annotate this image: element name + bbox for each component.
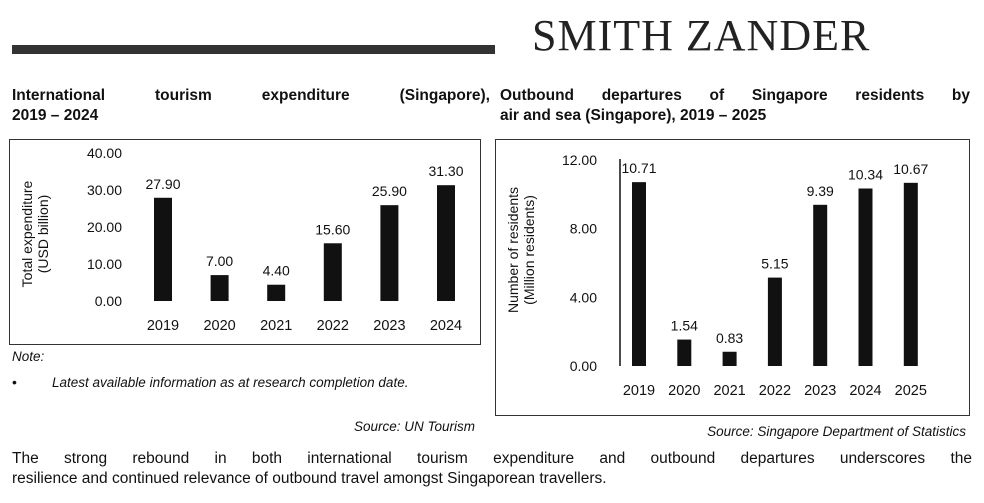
right-value-label-2025: 10.67 [893, 161, 928, 177]
right-ylabel-line2: (Million residents) [521, 195, 537, 305]
left-value-label-2024: 31.30 [428, 163, 463, 179]
left-value-label-2021: 4.40 [263, 263, 290, 279]
left-chart-source: Source: UN Tourism [353, 419, 475, 434]
right-ytick-label: 8.00 [570, 221, 597, 237]
left-ylabel-line1: Total expenditure [19, 180, 35, 287]
right-chart-source: Source: Singapore Department of Statisti… [707, 424, 966, 439]
left-chart-title-line2: 2019 – 2024 [12, 107, 99, 124]
left-value-label-2023: 25.90 [372, 183, 407, 199]
right-bar-2020 [677, 339, 692, 366]
left-category-label-2020: 2020 [203, 318, 235, 334]
right-value-label-2020: 1.54 [671, 318, 698, 334]
summary-line1: The strong rebound in both international… [12, 450, 972, 467]
right-category-label-2020: 2020 [668, 383, 700, 399]
right-value-label-2022: 5.15 [761, 256, 788, 272]
right-ytick-label: 0.00 [570, 358, 597, 374]
left-category-label-2021: 2021 [260, 318, 292, 334]
header-rule [12, 45, 495, 54]
right-ytick-label: 12.00 [562, 152, 597, 168]
expenditure-bar-chart: Total expenditure (USD billion) 0.00 10.0… [19, 145, 464, 334]
right-value-label-2023: 9.39 [807, 183, 834, 199]
left-ytick-label: 20.00 [87, 219, 122, 235]
right-bar-2021 [722, 351, 737, 366]
left-ylabel-line2: (USD billion) [35, 195, 51, 274]
right-bar-2022 [767, 277, 782, 366]
note-bullet: • [12, 374, 17, 390]
left-bar-2023 [380, 205, 399, 301]
right-category-label-2022: 2022 [759, 383, 791, 399]
note-heading: Note: [12, 349, 45, 364]
right-value-label-2024: 10.34 [848, 166, 883, 182]
left-bar-2020 [210, 275, 229, 301]
left-ytick-label: 40.00 [87, 145, 122, 161]
right-category-label-2025: 2025 [895, 383, 927, 399]
note-bullet-text: Latest available information as at resea… [52, 375, 409, 390]
brand-logo-text: SMITH ZANDER [532, 11, 871, 60]
right-ylabel-line1: Number of residents [505, 187, 521, 313]
left-category-label-2023: 2023 [373, 318, 405, 334]
left-chart-title-line1: International tourism expenditure (Singa… [12, 87, 490, 104]
left-value-label-2020: 7.00 [206, 253, 233, 269]
right-bar-2023 [813, 204, 828, 366]
right-chart-title: Outbound departures of Singapore residen… [500, 86, 970, 126]
departures-bar-chart: Number of residents (Million residents) … [505, 152, 929, 399]
left-value-label-2022: 15.60 [315, 221, 350, 237]
right-category-label-2019: 2019 [623, 383, 655, 399]
left-category-label-2022: 2022 [317, 318, 349, 334]
left-bar-2019 [154, 197, 172, 301]
right-bar-2024 [858, 188, 873, 366]
right-category-label-2024: 2024 [849, 383, 881, 399]
left-bar-2024 [437, 185, 455, 301]
right-value-label-2019: 10.71 [621, 160, 656, 176]
right-ytick-label: 4.00 [570, 289, 597, 305]
summary-paragraph: The strong rebound in both international… [12, 449, 972, 489]
left-bar-2022 [323, 243, 342, 301]
right-chart-title-line2: air and sea (Singapore), 2019 – 2025 [500, 107, 767, 124]
left-category-label-2019: 2019 [147, 318, 179, 334]
left-ytick-label: 0.00 [95, 293, 122, 309]
left-value-label-2019: 27.90 [145, 176, 180, 192]
right-chart-title-line1: Outbound departures of Singapore residen… [500, 87, 970, 104]
right-value-label-2021: 0.83 [716, 330, 743, 346]
left-ytick-label: 10.00 [87, 256, 122, 272]
right-category-label-2023: 2023 [804, 383, 836, 399]
left-bar-2021 [267, 284, 286, 301]
left-chart-title: International tourism expenditure (Singa… [12, 86, 490, 126]
left-ytick-label: 30.00 [87, 182, 122, 198]
summary-line2: resilience and continued relevance of ou… [12, 470, 607, 487]
right-chart-frame: Number of residents (Million residents) … [495, 139, 970, 416]
right-bar-2019 [632, 182, 646, 366]
right-bar-2025 [903, 182, 918, 366]
right-category-label-2021: 2021 [713, 383, 745, 399]
left-category-label-2024: 2024 [430, 318, 462, 334]
left-chart-frame: Total expenditure (USD billion) 0.00 10.0… [9, 139, 481, 345]
